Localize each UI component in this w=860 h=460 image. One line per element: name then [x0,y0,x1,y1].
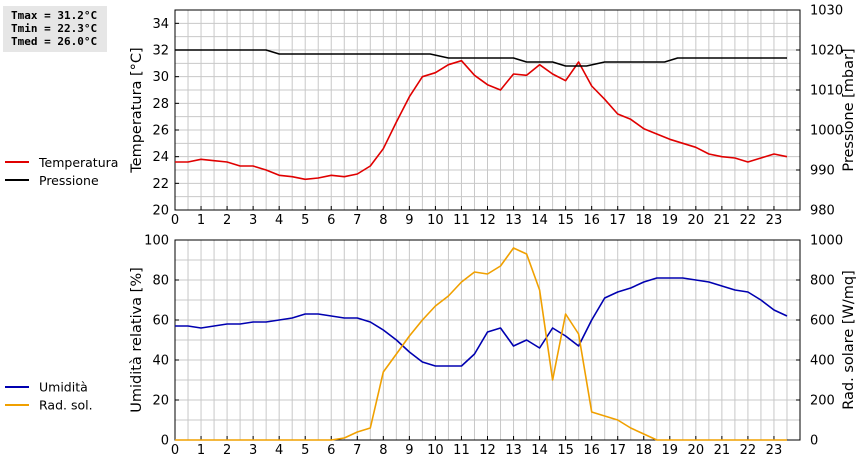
x-tick-label: 16 [583,443,600,458]
y-tick-label: 20 [152,394,169,409]
x-tick-label: 16 [583,213,600,228]
y-tick-label: 20 [152,204,169,219]
x-tick-label: 8 [379,213,387,228]
y2-tick-label: 0 [810,434,818,449]
legend-label-pressione: Pressione [39,172,99,188]
legend-label-temperatura: Temperatura [39,154,119,170]
x-tick-label: 5 [301,213,309,228]
x-tick-label: 22 [740,443,757,458]
y2-axis-title: Pressione [mbar] [841,48,857,171]
y2-tick-label: 400 [810,354,835,369]
x-tick-label: 15 [557,443,574,458]
y-axis-title: Temperatura [°C] [129,47,145,173]
legend-item-temperatura: Temperatura [5,153,118,171]
x-tick-label: 17 [609,443,626,458]
series-line-umidit [175,277,788,367]
y2-axis-title: Rad. solare [W/mq] [841,270,857,409]
x-tick-label: 10 [427,443,444,458]
y-tick-label: 80 [152,274,169,289]
y-tick-label: 40 [152,354,169,369]
y2-tick-label: 600 [810,314,835,329]
x-tick-label: 8 [379,443,387,458]
x-tick-label: 19 [662,443,679,458]
legend-bottom-svg: Umidità Rad. sol. [5,380,93,413]
x-tick-label: 11 [453,213,470,228]
y2-tick-label: 1010 [810,84,843,99]
y2-tick-label: 990 [810,164,835,179]
x-tick-label: 18 [635,443,652,458]
x-tick-label: 4 [275,443,283,458]
x-tick-label: 12 [479,213,496,228]
series-line-pressione [175,49,787,67]
legend-item-pressione: Pressione [5,171,118,189]
x-tick-label: 5 [301,443,309,458]
y-tick-label: 60 [152,314,169,329]
y-tick-label: 0 [161,434,169,449]
x-tick-label: 6 [327,443,335,458]
x-tick-label: 15 [557,213,574,228]
y2-tick-label: 1030 [810,4,843,19]
x-tick-label: 14 [531,443,548,458]
y2-tick-label: 980 [810,204,835,219]
series-line-rad-sol [175,247,787,441]
legend-label-rad-sol: Rad. sol. [39,398,93,413]
x-tick-label: 19 [662,213,679,228]
x-tick-label: 20 [688,213,705,228]
x-tick-label: 3 [249,213,257,228]
x-tick-label: 17 [609,213,626,228]
x-tick-label: 18 [635,213,652,228]
x-tick-label: 11 [453,443,470,458]
y-tick-label: 22 [152,177,169,192]
x-tick-label: 23 [766,213,783,228]
y-tick-label: 100 [144,234,169,249]
x-tick-label: 13 [505,443,522,458]
series-line-temperatura [175,59,788,181]
chart-panel-1: 0 1 2 3 4 5 6 7 8 9 10 11 12 13 14 15 16 17 18 19 20 21 22 2302… [129,234,857,459]
x-tick-label: 9 [405,443,413,458]
y-tick-label: 24 [152,150,169,165]
y2-tick-label: 1000 [810,234,843,249]
legend-swatch-temperatura [5,161,29,163]
x-tick-label: 10 [427,213,444,228]
y-tick-label: 34 [152,17,169,32]
y-tick-label: 28 [152,97,169,112]
chart-panel-0: 0 1 2 3 4 5 6 7 8 9 10 11 12 13 14 15 16 17 18 19 20 21 22 2320… [129,4,857,229]
x-tick-label: 0 [171,213,179,228]
x-tick-label: 12 [479,443,496,458]
x-tick-label: 22 [740,213,757,228]
stats-box: Tmax = 31.2°C Tmin = 22.3°C Tmed = 26.0°… [3,6,107,52]
x-tick-label: 6 [327,213,335,228]
x-tick-label: 1 [197,443,205,458]
y2-tick-label: 1000 [810,124,843,139]
y2-tick-label: 200 [810,394,835,409]
tmin-text: Tmin = 22.3°C [11,22,98,35]
x-tick-label: 7 [353,443,361,458]
y2-tick-label: 1020 [810,44,843,59]
x-tick-label: 4 [275,213,283,228]
y-tick-label: 30 [152,70,169,85]
x-tick-label: 21 [714,213,731,228]
y-tick-label: 32 [152,44,169,59]
x-tick-label: 13 [505,213,522,228]
y2-tick-label: 800 [810,274,835,289]
x-tick-label: 23 [766,443,783,458]
y-axis-title: Umidità relativa [%] [129,267,145,413]
y-tick-label: 26 [152,124,169,139]
x-tick-label: 14 [531,213,548,228]
tmed-text: Tmed = 26.0°C [11,35,98,48]
x-tick-label: 1 [197,213,205,228]
x-tick-label: 21 [714,443,731,458]
x-tick-label: 0 [171,443,179,458]
x-tick-label: 20 [688,443,705,458]
x-tick-label: 7 [353,213,361,228]
legend-label-umidita: Umidità [39,380,88,395]
x-tick-label: 9 [405,213,413,228]
x-tick-label: 3 [249,443,257,458]
x-tick-label: 2 [223,443,231,458]
tmax-text: Tmax = 31.2°C [11,9,98,22]
legend-swatch-pressione [5,179,29,181]
legend-top: Temperatura Pressione [5,153,118,189]
x-tick-label: 2 [223,213,231,228]
